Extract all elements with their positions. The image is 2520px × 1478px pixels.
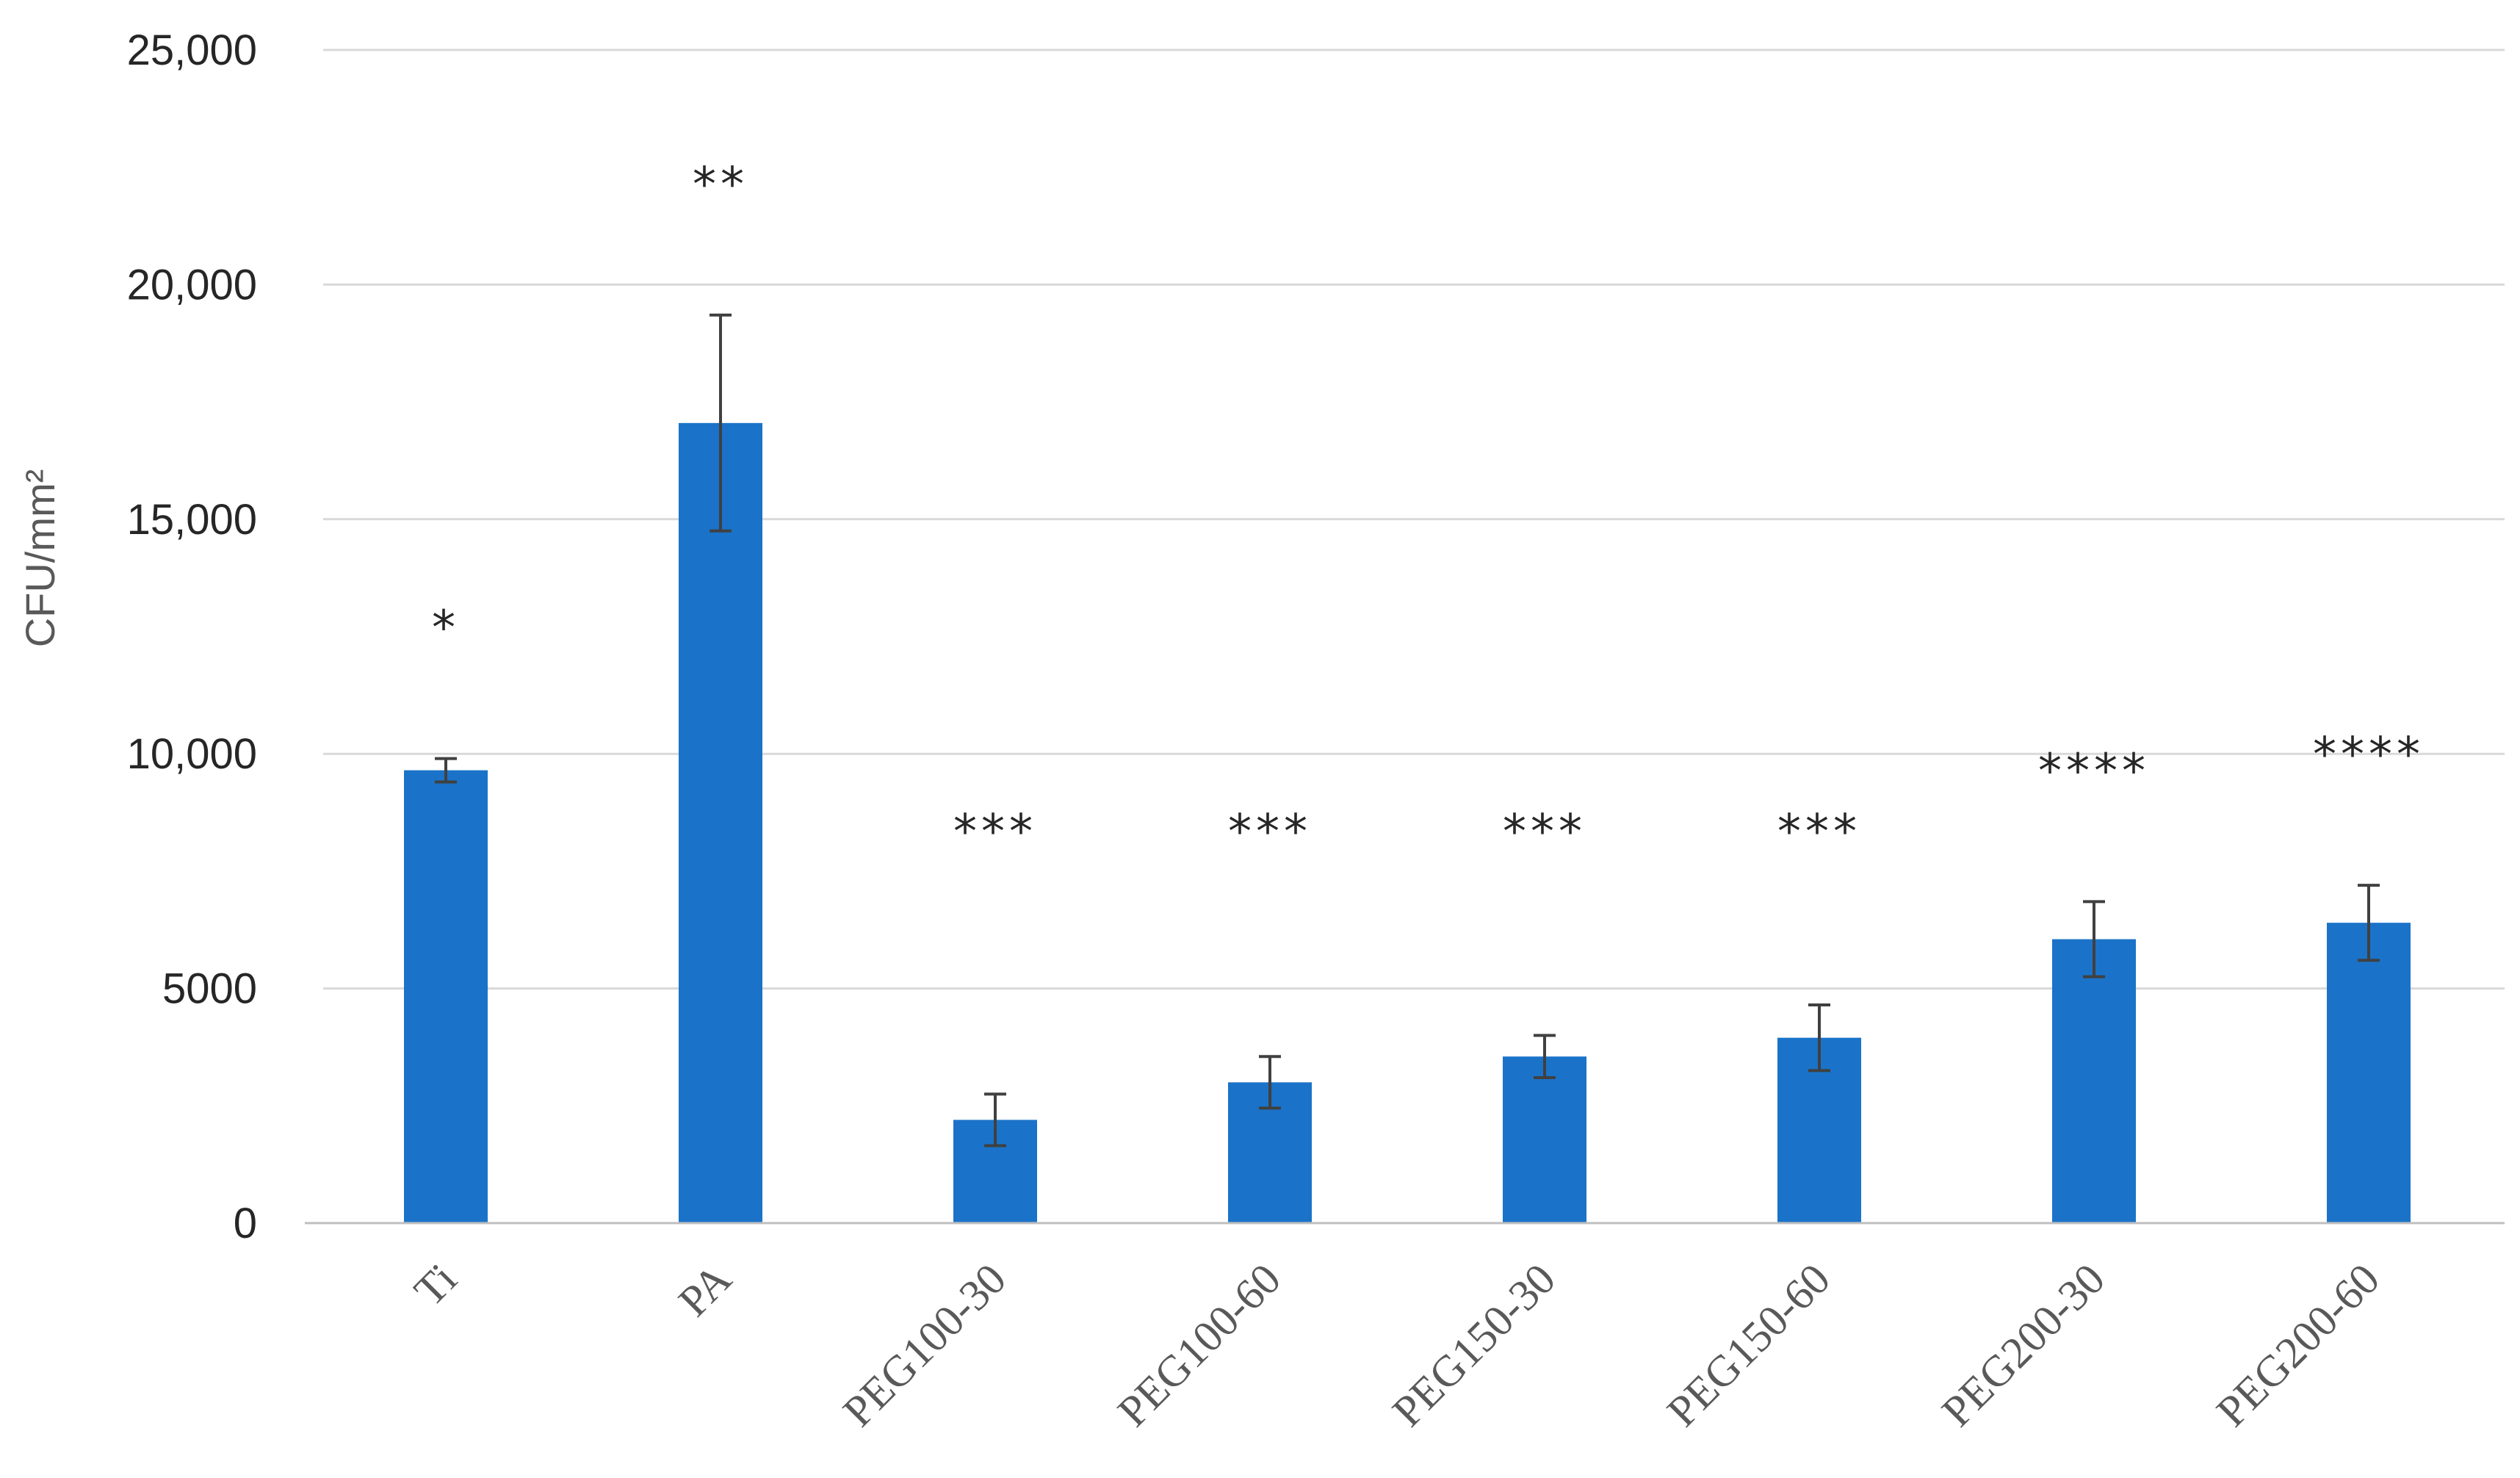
x-tick-label: PEG100-60 [1108,1255,1290,1436]
x-tick-label: PEG150-60 [1658,1255,1839,1436]
error-bar [1534,1034,1556,1079]
significance-label: *** [1503,805,1586,859]
error-bar [1259,1055,1281,1110]
x-tick-label: PEG200-60 [2207,1255,2389,1436]
y-axis-label: CFU/mm² [17,469,63,648]
x-tick-label: PEG100-30 [834,1255,1015,1436]
significance-label: *** [953,805,1037,859]
x-tick-label: PEG150-30 [1383,1255,1564,1436]
significance-labels: ****** *** *** ******* **** [432,158,2425,859]
error-bars [435,313,2380,1147]
error-bar [710,313,732,533]
y-tick-label: 5000 [162,965,257,1013]
significance-label: ** [693,158,748,212]
significance-label: **** [2038,744,2150,799]
y-tick-label: 15,000 [127,496,257,544]
error-bar [984,1092,1006,1147]
bar [2052,939,2136,1223]
error-bar [1808,1003,1830,1073]
error-bar [435,757,457,784]
bars [404,422,2411,1224]
y-axis-ticks: 0 5000 10,000 15,000 20,000 25,000 [127,26,257,1247]
x-tick-label: PEG200-30 [1932,1255,2114,1436]
bar [2327,923,2411,1223]
bar [1503,1056,1586,1223]
bar [679,422,762,1224]
y-tick-label: 20,000 [127,261,257,309]
error-bar [2083,900,2105,978]
significance-label: *** [1777,805,1861,859]
error-bar [2358,884,2380,962]
gridlines [323,48,2505,990]
significance-label: **** [2313,728,2425,782]
y-tick-label: 0 [234,1200,257,1247]
x-axis-ticks: Ti PA PEG100-30 PEG100-60 PEG150-30 PEG150-60… [405,1255,2389,1436]
y-tick-label: 25,000 [127,26,257,74]
y-tick-label: 10,000 [127,730,257,778]
bar [404,770,488,1223]
significance-label: *** [1228,805,1312,859]
x-tick-label: Ti [405,1255,466,1316]
x-tick-label: PA [669,1255,740,1326]
significance-label: * [432,602,460,656]
